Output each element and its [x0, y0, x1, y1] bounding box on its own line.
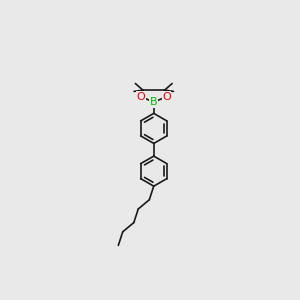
Text: B: B — [150, 97, 158, 107]
Text: O: O — [136, 92, 145, 101]
Text: O: O — [162, 92, 171, 101]
